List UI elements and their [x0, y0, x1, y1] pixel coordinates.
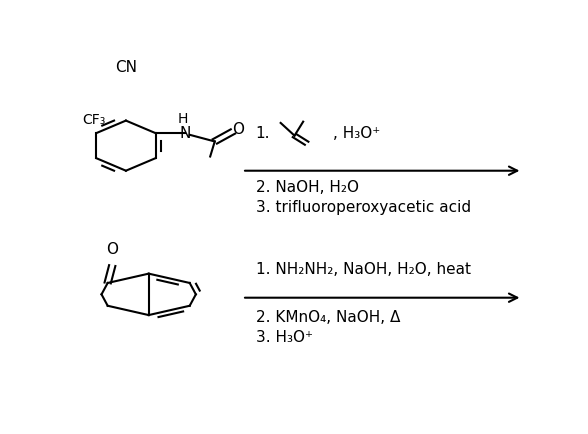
- Text: CF₃: CF₃: [82, 113, 106, 127]
- Text: CN: CN: [115, 60, 137, 76]
- Text: N: N: [179, 125, 191, 141]
- Text: O: O: [106, 242, 118, 257]
- Text: 2. NaOH, H₂O: 2. NaOH, H₂O: [256, 180, 359, 195]
- Text: 2. KMnO₄, NaOH, Δ: 2. KMnO₄, NaOH, Δ: [256, 310, 400, 325]
- Text: 3. trifluoroperoxyacetic acid: 3. trifluoroperoxyacetic acid: [256, 200, 471, 215]
- Text: O: O: [232, 122, 245, 137]
- Text: , H₃O⁺: , H₃O⁺: [333, 126, 380, 141]
- Text: 1. NH₂NH₂, NaOH, H₂O, heat: 1. NH₂NH₂, NaOH, H₂O, heat: [256, 262, 471, 277]
- Text: H: H: [178, 112, 188, 126]
- Text: 3. H₃O⁺: 3. H₃O⁺: [256, 330, 313, 345]
- Text: 1.: 1.: [256, 126, 270, 141]
